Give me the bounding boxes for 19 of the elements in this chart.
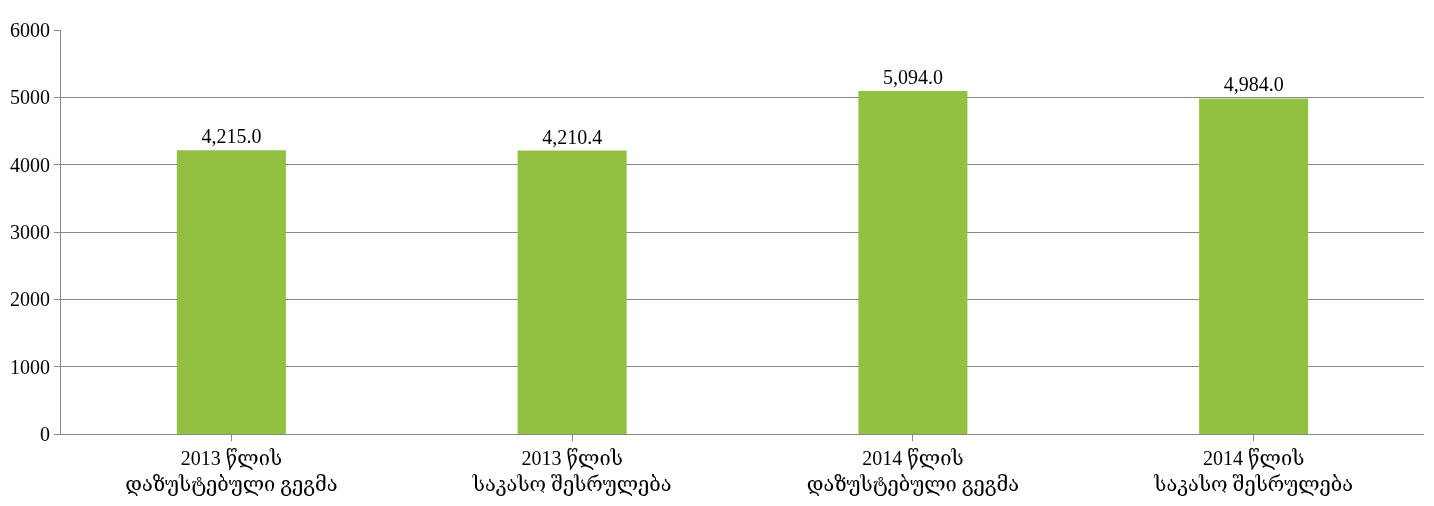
bar (858, 91, 968, 434)
data-label: 4,215.0 (201, 125, 262, 148)
x-tick-label: 2013 წლის დაზუსტებული გეგმა (125, 447, 338, 496)
x-tick-label: 2014 წლის საკასო შესრულება (1153, 447, 1354, 496)
data-label: 5,094.0 (882, 66, 943, 88)
y-tick-label: 3000 (10, 221, 50, 243)
x-tick-label: 2013 წლის საკასო შესრულება (471, 447, 672, 496)
y-tick-label: 4000 (10, 153, 50, 176)
data-label: 4,984.0 (1223, 73, 1284, 96)
x-tick-label: 2014 წლის დაზუსტებული გეგმა (806, 447, 1020, 496)
y-tick-label: 5000 (10, 86, 50, 109)
y-tick-label: 0 (40, 423, 50, 445)
bar (1199, 98, 1309, 434)
bar (517, 150, 627, 434)
y-tick-label: 2000 (10, 288, 50, 311)
y-tick-label: 6000 (10, 19, 50, 41)
data-label: 4,210.4 (542, 125, 603, 148)
y-tick-label: 1000 (10, 355, 50, 378)
bar (176, 150, 286, 434)
